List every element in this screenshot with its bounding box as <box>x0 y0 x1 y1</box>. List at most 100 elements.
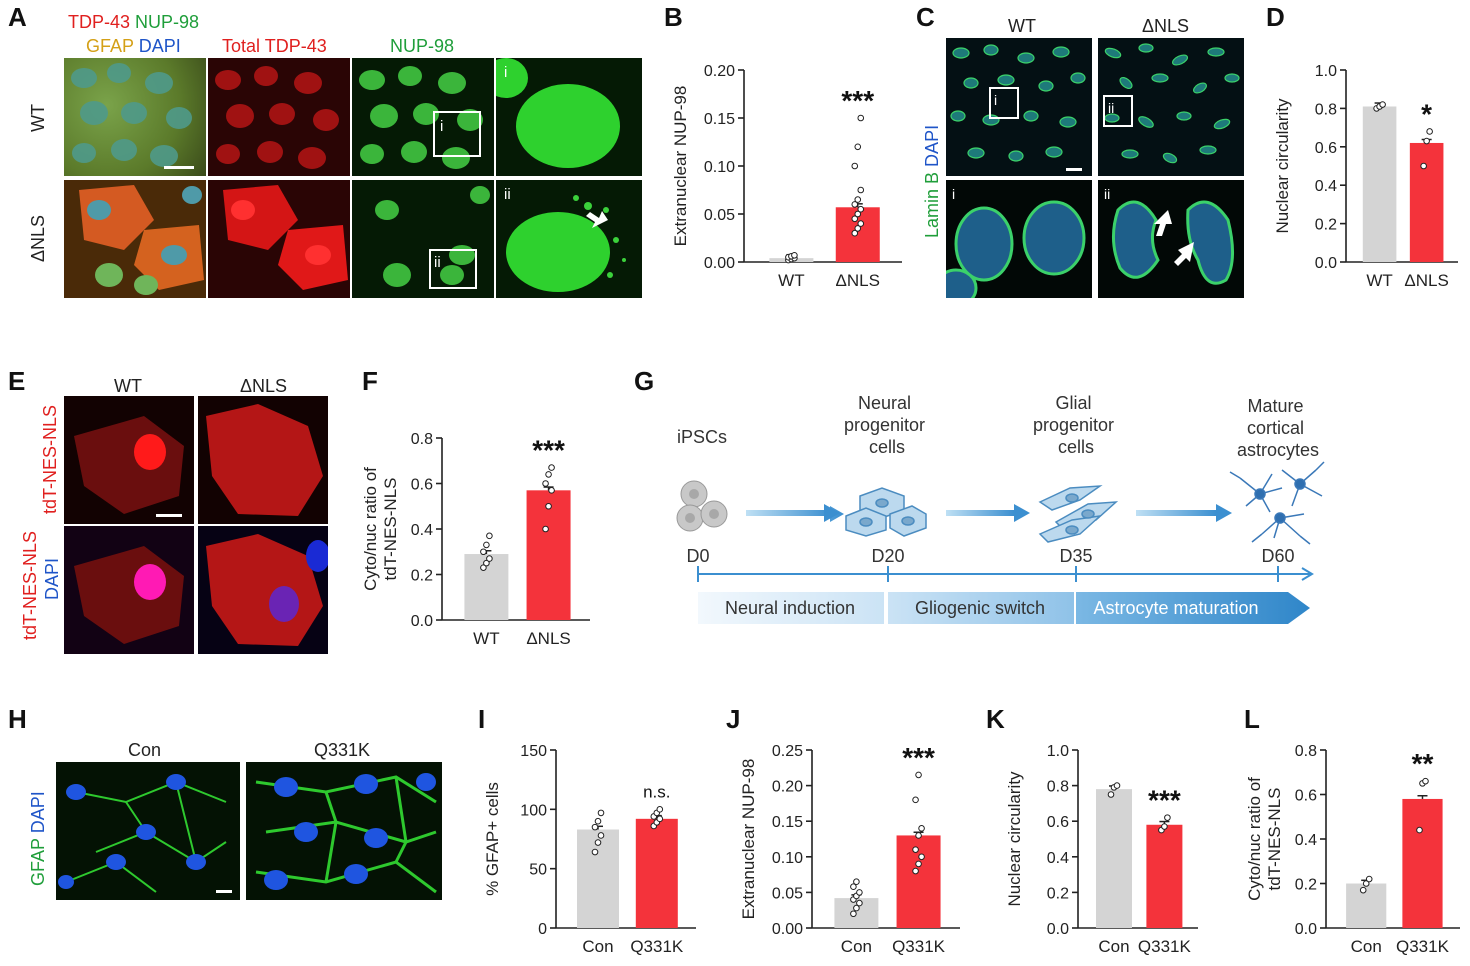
micrograph-a-dnls-tdp43 <box>208 180 350 298</box>
bar-i-1 <box>635 818 678 928</box>
y-axis-label-f: Cyto/nuc ratio of <box>361 467 380 591</box>
y-axis-label-k: Nuclear circularity <box>1005 771 1024 907</box>
inset-label-a-ii: ii <box>434 254 441 271</box>
data-point-b <box>854 143 862 151</box>
data-point-d <box>1426 128 1433 135</box>
phase-label-2: Gliogenic switch <box>915 598 1045 618</box>
data-point-i <box>591 823 599 831</box>
y-axis-label-l: tdT-NES-NLS <box>1265 788 1284 891</box>
data-point-b <box>857 114 865 122</box>
data-point-j <box>912 867 919 875</box>
significance-i: n.s. <box>643 782 670 801</box>
data-point-f <box>486 532 493 540</box>
y-tick-label-j: 0.20 <box>772 779 803 796</box>
y-axis-label-j: Extranuclear NUP-98 <box>739 759 758 920</box>
y-tick-label-d: 1.0 <box>1315 63 1337 80</box>
significance-j: *** <box>902 742 935 773</box>
label-dapi-c: DAPI <box>922 124 942 167</box>
data-point-k <box>1113 782 1121 789</box>
data-point-f <box>480 564 487 571</box>
y-tick-label-b: 0.10 <box>704 159 735 176</box>
data-point-j <box>853 878 860 886</box>
data-point-l <box>1362 880 1370 887</box>
data-point-b <box>854 225 862 232</box>
data-point-j <box>918 853 925 861</box>
day-d20: D20 <box>871 546 904 566</box>
data-point-i <box>591 848 599 856</box>
data-point-b <box>854 210 862 218</box>
micrograph-e-wt-2 <box>64 526 194 654</box>
data-point-j <box>856 899 863 907</box>
y-tick-label-f: 0.4 <box>411 522 433 539</box>
bar-d-1 <box>1409 142 1444 262</box>
day-d60: D60 <box>1261 546 1294 566</box>
data-point-j <box>856 889 863 896</box>
data-point-f <box>545 502 552 510</box>
astrocyte-icon <box>1229 461 1325 545</box>
data-point-f <box>486 555 493 562</box>
micrograph-a-wt-tdp43 <box>208 58 350 176</box>
panel-c-col-wt: WT <box>1008 16 1036 36</box>
bar-i-0 <box>577 829 619 928</box>
micrograph-c-wt-zoom: i <box>946 180 1092 298</box>
data-point-b <box>851 229 859 237</box>
x-tick-label-i: Con <box>582 937 613 956</box>
y-axis-label-b: Extranuclear NUP-98 <box>671 86 690 247</box>
micrograph-a-wt-nup98: i <box>352 58 494 176</box>
data-point-j <box>915 771 922 779</box>
stage-gpc-line-3: cells <box>1058 437 1094 457</box>
x-tick-label-d: WT <box>1366 271 1392 290</box>
data-point-l <box>1416 826 1423 834</box>
y-tick-label-i: 100 <box>520 802 547 819</box>
panel-c-ylabel: Lamin B DAPI <box>922 125 943 238</box>
stage-npc-line-3: cells <box>869 437 905 457</box>
data-point-f <box>483 559 490 567</box>
phase-label-1: Neural induction <box>725 598 855 618</box>
phase-neural-induction <box>698 592 884 624</box>
data-point-f <box>545 471 552 478</box>
stage-gpc-line-2: progenitor <box>1033 415 1114 435</box>
y-tick-label-k: 0.2 <box>1047 885 1069 902</box>
x-tick-label-d: ΔNLS <box>1404 271 1448 290</box>
stage-astro-line-1: Mature <box>1247 396 1303 416</box>
panel-h-ylabel: GFAP DAPI <box>28 791 49 886</box>
y-tick-label-b: 0.05 <box>704 207 735 224</box>
panel-label-e: E <box>8 366 26 396</box>
micrograph-c-wt: i <box>946 38 1092 176</box>
y-tick-label-k: 0.6 <box>1047 814 1069 831</box>
data-point-d <box>1379 101 1386 108</box>
chart-d: 0.0 0.2 0.4 0.6 0.8 1.0 Nuclear circularity WT Δ… <box>1273 63 1458 290</box>
micrograph-a-dnls-zoom: ii <box>496 180 642 298</box>
stage-astro: Mature cortical astrocytes <box>1237 396 1319 460</box>
stage-astro-line-2: cortical <box>1247 418 1304 438</box>
stage-gpc: Glial progenitor cells <box>1033 393 1119 457</box>
data-point-f <box>542 525 549 533</box>
data-point-b <box>857 186 865 194</box>
y-tick-label-d: 0.8 <box>1315 101 1337 118</box>
x-tick-label-f: ΔNLS <box>526 629 570 648</box>
data-point-l <box>1365 875 1373 883</box>
micrograph-a-dnls-nup98: ii <box>352 180 494 298</box>
panel-label-c: C <box>916 2 935 32</box>
significance-f: *** <box>532 435 565 466</box>
panel-label-k: K <box>986 704 1005 734</box>
panel-a-col-nup: NUP-98 <box>390 36 455 56</box>
label-dapi: DAPI <box>138 36 181 56</box>
zoom-label-c-ii: ii <box>1104 186 1111 202</box>
panel-e-row2a: tdT-NES-NLS <box>20 530 40 640</box>
data-point-b <box>851 201 859 208</box>
y-tick-label-j: 0.15 <box>772 814 803 831</box>
panel-a-col-total: Total TDP-43 <box>222 36 327 56</box>
progression-arrows <box>746 504 1232 522</box>
data-point-b <box>857 220 865 227</box>
panel-g-schematic: iPSCs Neural progenitor cells Glial prog… <box>676 393 1325 624</box>
panel-label-j: J <box>726 704 741 734</box>
data-point-k <box>1164 814 1171 821</box>
zoom-label-a-i: i <box>504 64 508 81</box>
data-point-i <box>594 817 602 825</box>
data-point-l <box>1359 886 1367 894</box>
y-tick-label-j: 0.25 <box>772 743 803 760</box>
significance-k: *** <box>1148 785 1181 816</box>
label-tdp43: TDP-43 <box>68 12 131 32</box>
data-point-j <box>915 860 922 868</box>
